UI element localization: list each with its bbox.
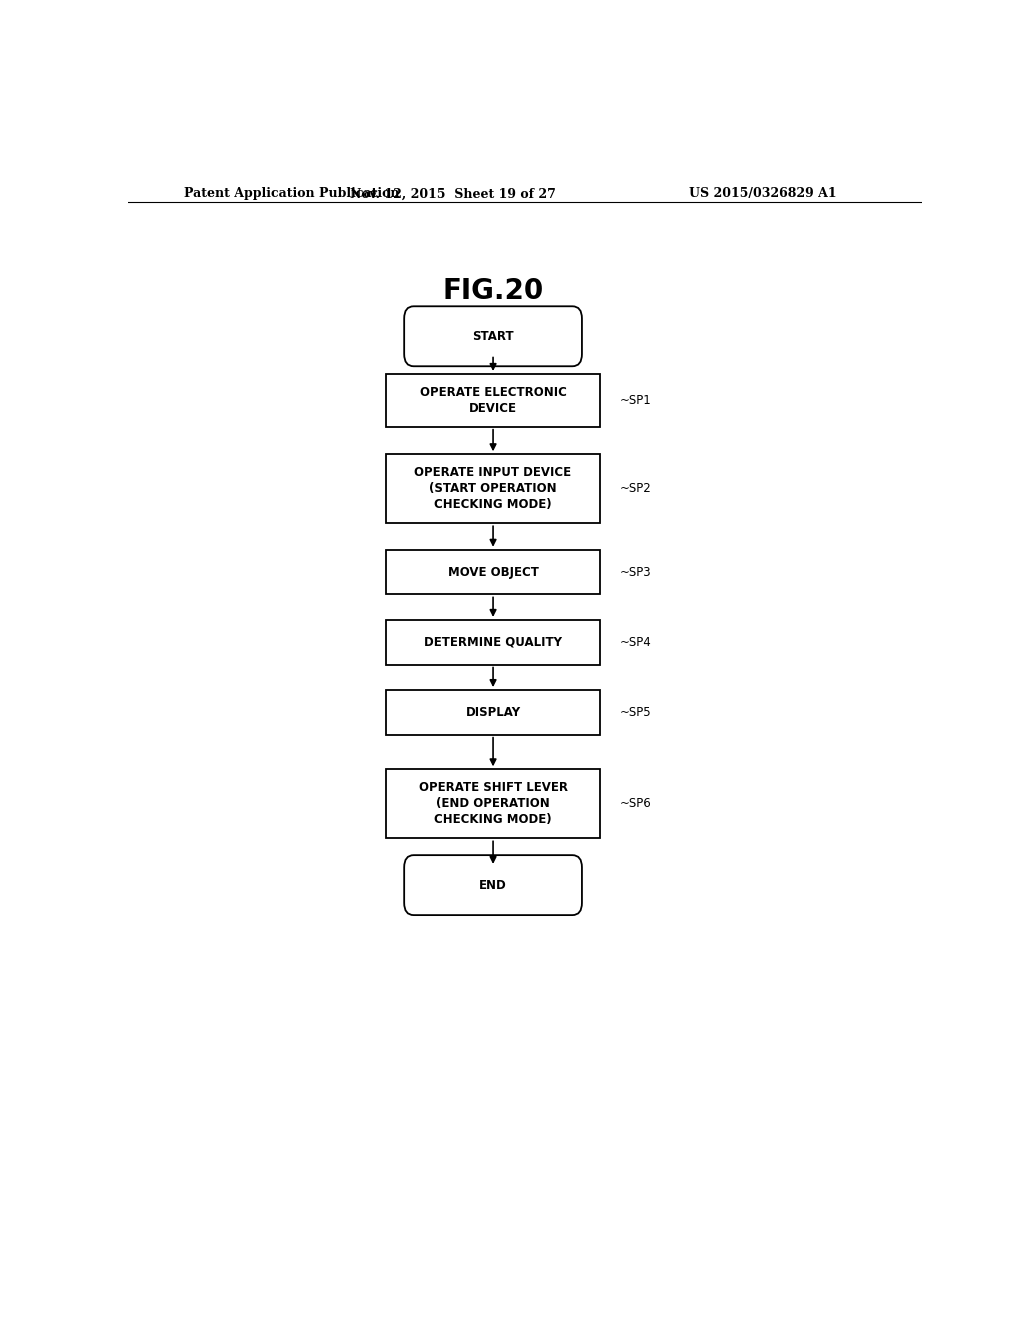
Text: Nov. 12, 2015  Sheet 19 of 27: Nov. 12, 2015 Sheet 19 of 27 [350, 187, 556, 201]
FancyBboxPatch shape [404, 855, 582, 915]
Text: DISPLAY: DISPLAY [466, 706, 520, 719]
Text: FIG.20: FIG.20 [442, 276, 544, 305]
Text: END: END [479, 879, 507, 891]
Text: ~SP1: ~SP1 [620, 393, 652, 407]
Text: OPERATE SHIFT LEVER
(END OPERATION
CHECKING MODE): OPERATE SHIFT LEVER (END OPERATION CHECK… [419, 781, 567, 826]
Text: OPERATE ELECTRONIC
DEVICE: OPERATE ELECTRONIC DEVICE [420, 385, 566, 414]
Text: MOVE OBJECT: MOVE OBJECT [447, 565, 539, 578]
FancyBboxPatch shape [386, 620, 600, 664]
Text: Patent Application Publication: Patent Application Publication [183, 187, 399, 201]
Text: START: START [472, 330, 514, 343]
Text: DETERMINE QUALITY: DETERMINE QUALITY [424, 636, 562, 648]
Text: US 2015/0326829 A1: US 2015/0326829 A1 [689, 187, 837, 201]
FancyBboxPatch shape [386, 690, 600, 735]
FancyBboxPatch shape [386, 770, 600, 838]
Text: ~SP3: ~SP3 [620, 565, 651, 578]
Text: OPERATE INPUT DEVICE
(START OPERATION
CHECKING MODE): OPERATE INPUT DEVICE (START OPERATION CH… [415, 466, 571, 511]
FancyBboxPatch shape [386, 549, 600, 594]
FancyBboxPatch shape [386, 374, 600, 426]
Text: ~SP5: ~SP5 [620, 706, 651, 719]
Text: ~SP4: ~SP4 [620, 636, 652, 648]
FancyBboxPatch shape [386, 454, 600, 523]
FancyBboxPatch shape [404, 306, 582, 366]
Text: ~SP2: ~SP2 [620, 482, 652, 495]
Text: ~SP6: ~SP6 [620, 797, 652, 810]
